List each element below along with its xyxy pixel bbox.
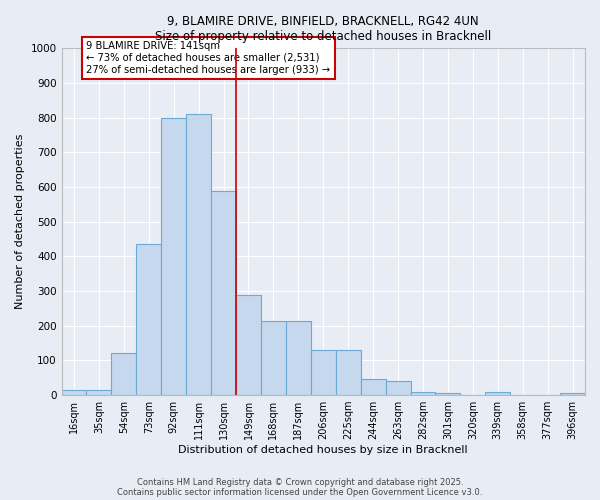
- Y-axis label: Number of detached properties: Number of detached properties: [15, 134, 25, 310]
- Bar: [62, 390, 86, 395]
- Bar: [236, 294, 261, 395]
- Bar: [336, 350, 361, 395]
- Bar: [112, 354, 136, 395]
- Bar: [186, 114, 211, 395]
- Bar: [410, 392, 436, 395]
- X-axis label: Distribution of detached houses by size in Bracknell: Distribution of detached houses by size …: [178, 445, 468, 455]
- Bar: [560, 394, 585, 395]
- Bar: [161, 118, 186, 395]
- Bar: [436, 392, 460, 395]
- Text: 9 BLAMIRE DRIVE: 141sqm
← 73% of detached houses are smaller (2,531)
27% of semi: 9 BLAMIRE DRIVE: 141sqm ← 73% of detache…: [86, 42, 331, 74]
- Text: Contains HM Land Registry data © Crown copyright and database right 2025.
Contai: Contains HM Land Registry data © Crown c…: [118, 478, 482, 497]
- Title: 9, BLAMIRE DRIVE, BINFIELD, BRACKNELL, RG42 4UN
Size of property relative to det: 9, BLAMIRE DRIVE, BINFIELD, BRACKNELL, R…: [155, 15, 491, 43]
- Bar: [261, 320, 286, 395]
- Bar: [386, 381, 410, 395]
- Bar: [485, 392, 510, 395]
- Bar: [136, 244, 161, 395]
- Bar: [286, 320, 311, 395]
- Bar: [86, 390, 112, 395]
- Bar: [361, 380, 386, 395]
- Bar: [211, 190, 236, 395]
- Bar: [311, 350, 336, 395]
